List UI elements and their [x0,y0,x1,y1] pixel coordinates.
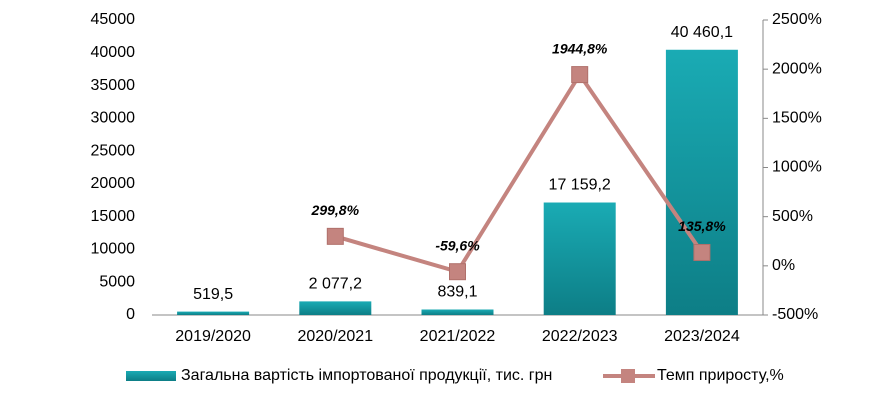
bar [299,301,372,315]
y-tick-label: 10000 [91,241,136,258]
x-tick-label: 2019/2020 [175,328,251,345]
bar [177,311,250,315]
bar-value-label: 40 460,1 [671,24,733,41]
bar [665,49,738,315]
x-tick-label: 2021/2022 [420,328,496,345]
y2-tick-label: 1500% [772,110,822,127]
line-marker [326,227,344,245]
bar-value-label: 2 077,2 [309,276,362,293]
y-tick-label: 0 [126,306,135,323]
y2-tick-label: 2000% [772,60,822,77]
y-tick-label: 45000 [91,11,136,28]
y-tick-label: 30000 [91,110,136,127]
y2-tick-label: 2500% [772,11,822,28]
y-tick-label: 15000 [91,208,136,225]
y2-tick-label: -500% [772,306,818,323]
line-value-label: -59,6% [435,237,480,253]
line-marker [449,263,466,281]
y-tick-label: 35000 [91,77,136,94]
line-marker [571,66,589,84]
bar [543,202,616,315]
y-tick-label: 5000 [99,273,135,290]
legend-swatch [126,371,176,381]
x-tick-label: 2023/2024 [664,328,740,345]
line [334,70,704,275]
bar-value-label: 839,1 [437,284,477,301]
line-value-label: 1944,8% [552,40,608,56]
y2-tick-label: 500% [772,208,813,225]
bar-value-label: 519,5 [193,286,233,303]
y-tick-label: 40000 [91,44,136,61]
y2-tick-label: 1000% [772,159,822,176]
line-value-label: 135,8% [678,218,726,234]
line-value-label: 299,8% [311,202,360,218]
x-tick-label: 2020/2021 [297,328,373,345]
x-tick-label: 2022/2023 [542,328,618,345]
bar-value-label: 17 159,2 [549,177,611,194]
legend-swatch [621,369,635,383]
y2-tick-label: 0% [772,257,795,274]
legend-label: Темп приросту,% [657,367,784,384]
y-tick-label: 20000 [91,175,136,192]
y-tick-label: 25000 [91,142,136,159]
line-marker [693,243,711,261]
bar [421,309,494,315]
legend-label: Загальна вартість імпортованої продукції… [181,367,552,384]
